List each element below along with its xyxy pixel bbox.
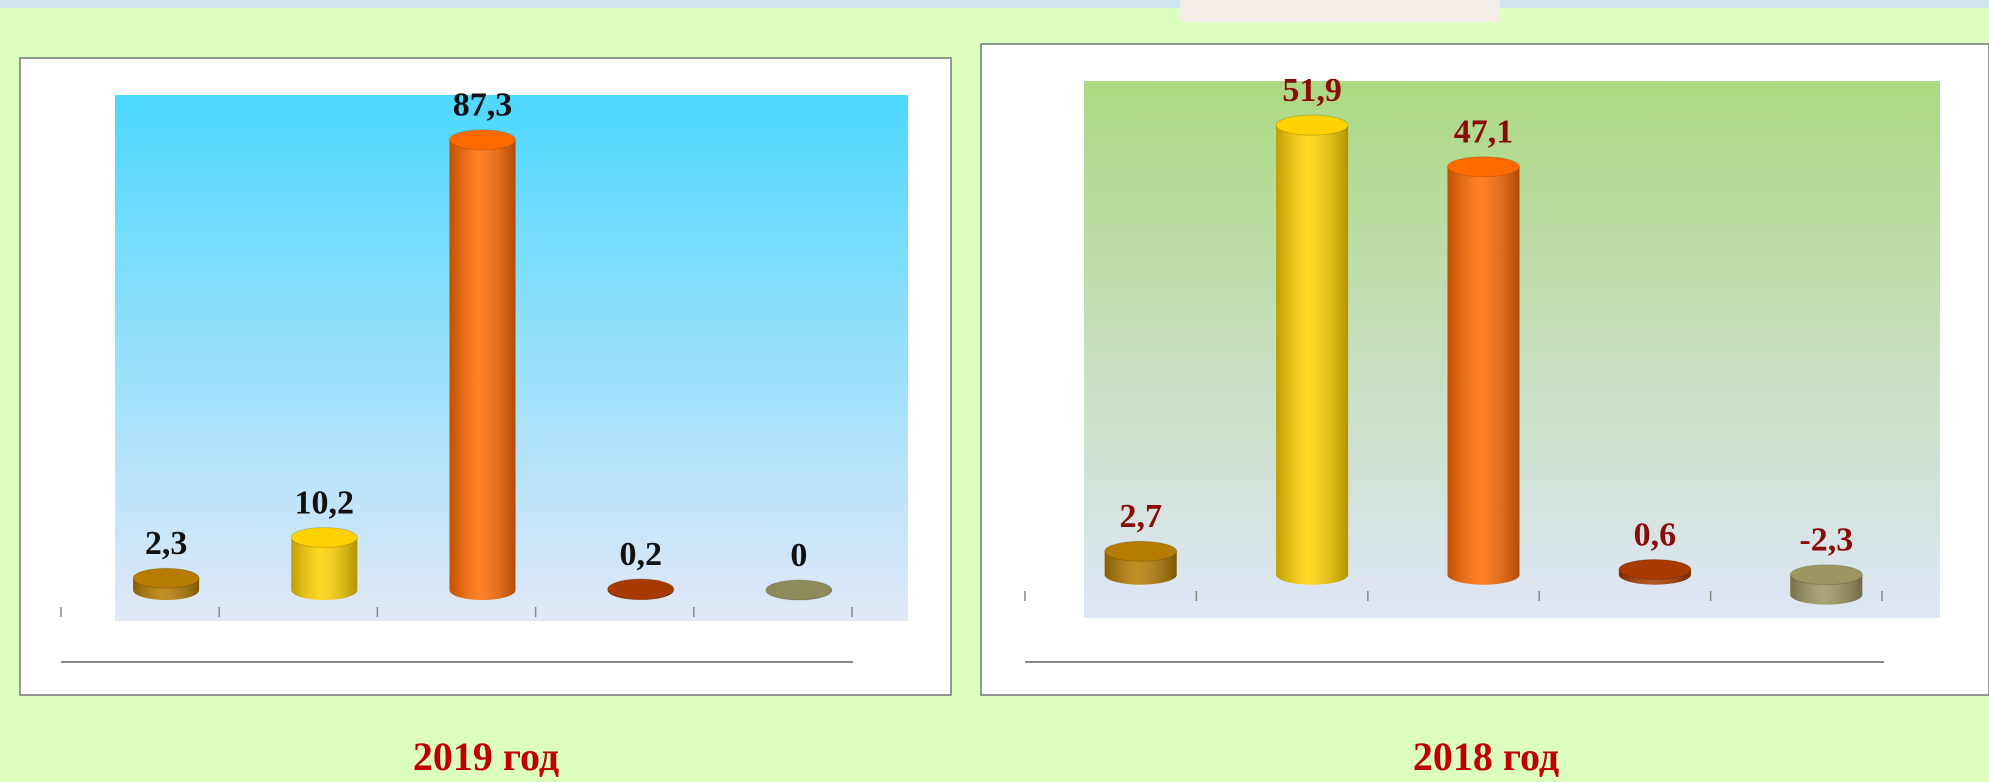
cylinder-shade xyxy=(1447,166,1520,585)
cylinder-shade xyxy=(1276,125,1349,585)
value-label: 51,9 xyxy=(1282,72,1342,109)
cylinder-top xyxy=(132,567,200,589)
cylinder-top xyxy=(449,129,516,151)
chart-title: 2018 год xyxy=(1413,734,1559,779)
cylinder-top xyxy=(1447,156,1520,178)
value-label: -2,3 xyxy=(1799,521,1853,558)
cylinder-shade xyxy=(291,537,358,601)
top-strip xyxy=(0,0,1989,8)
cylinder-top xyxy=(1104,540,1178,562)
cylinder-top xyxy=(290,526,358,548)
chart-title: 2019 год xyxy=(413,734,559,779)
value-label: 2,7 xyxy=(1119,498,1162,535)
value-label: 10,2 xyxy=(295,484,355,521)
cylinder-top xyxy=(1789,564,1863,586)
value-label: 47,1 xyxy=(1454,114,1514,151)
cylinder-top xyxy=(765,579,833,601)
cylinder-top xyxy=(1275,114,1349,136)
top-image xyxy=(1180,0,1500,22)
cylinder-top xyxy=(607,578,675,600)
cylinder-top xyxy=(1618,558,1692,580)
value-label: 0,2 xyxy=(619,536,662,573)
value-label: 0,6 xyxy=(1634,516,1677,553)
cylinder-shade xyxy=(449,139,516,601)
value-label: 0 xyxy=(790,537,807,574)
value-label: 2,3 xyxy=(145,525,188,562)
value-label: 87,3 xyxy=(453,87,513,124)
